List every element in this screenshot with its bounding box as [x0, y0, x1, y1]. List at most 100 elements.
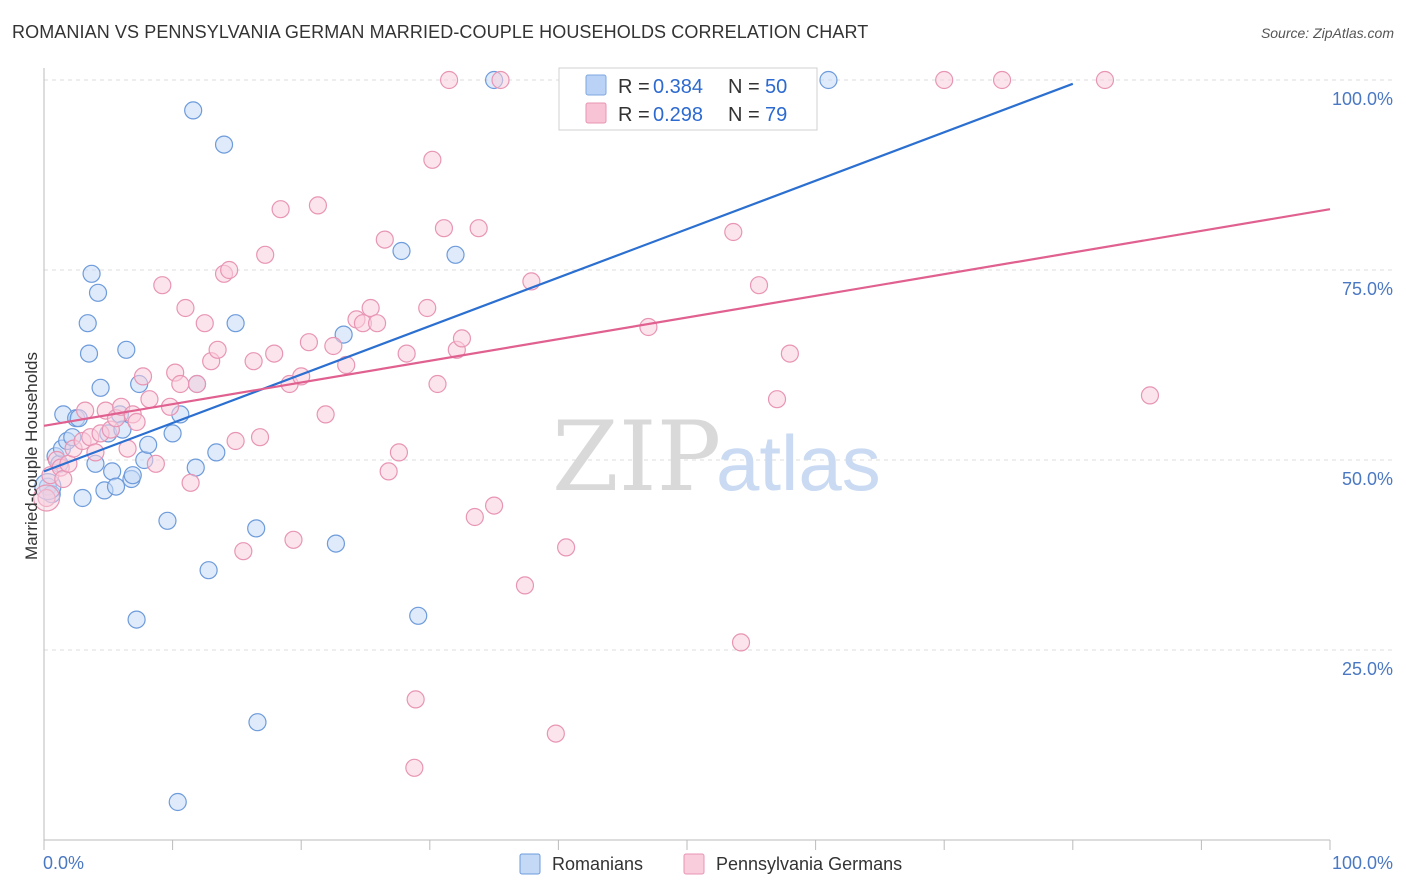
pennsylvania-germans-point-58: [405, 758, 424, 777]
romanians-point-45: [392, 241, 411, 261]
romanians-point-15: [88, 283, 108, 302]
pennsylvania-germans-point-35: [234, 542, 253, 561]
romanians-point-11: [78, 314, 97, 333]
pennsylvania-germans-point-74: [731, 633, 751, 652]
chart-title: ROMANIAN VS PENNSYLVANIA GERMAN MARRIED-…: [12, 22, 869, 42]
bottom-legend-label-romanians: Romanians: [552, 854, 643, 874]
romanians-point-40: [247, 519, 266, 538]
chart-source: Source: ZipAtlas.com: [1260, 25, 1394, 41]
pennsylvania-germans-point-23: [160, 397, 180, 416]
y-tick-label-75: 75.0%: [1342, 279, 1393, 299]
pennsylvania-germans-point-21: [146, 454, 165, 473]
romanians-point-35: [184, 101, 203, 120]
legend-swatch-pennsylvania-germans: [585, 102, 607, 124]
pennsylvania-germans-point-4: [54, 469, 73, 489]
pennsylvania-germans-point-31: [208, 340, 227, 359]
pennsylvania-germans-point-36: [244, 352, 263, 371]
legend-n-value-pennsylvania-germans: 79: [765, 104, 787, 126]
romanians-point-13: [82, 264, 101, 283]
legend-r-value-pennsylvania-germans: 0.298: [653, 104, 703, 126]
pennsylvania-germans-point-28: [187, 374, 207, 394]
trend-lines: [43, 82, 1331, 473]
pennsylvania-germans-point-78: [1140, 386, 1160, 405]
pennsylvania-germans-point-61: [428, 374, 447, 394]
pennsylvania-germans-point-54: [379, 462, 398, 481]
pennsylvania-germans-point-0: [37, 488, 56, 508]
romanians-point-23: [117, 340, 136, 359]
pennsylvania-germans-point-37: [250, 428, 270, 447]
y-tick-labels: 25.0% 50.0% 75.0% 100.0%: [1332, 89, 1393, 679]
pennsylvania-germans-trend-line: [43, 208, 1331, 427]
bottom-legend-label-pennsylvania-germans: Pennsylvania Germans: [716, 854, 902, 874]
pennsylvania-germans-point-67: [485, 496, 504, 515]
pennsylvania-germans-point-80: [491, 70, 510, 90]
pennsylvania-germans-point-52: [367, 314, 387, 333]
pennsylvania-germans-point-70: [546, 724, 565, 743]
pennsylvania-germans-point-57: [406, 690, 425, 709]
pennsylvania-germans-point-76: [767, 390, 787, 409]
pennsylvania-germans-point-79: [439, 70, 459, 90]
pennsylvania-germans-point-40: [271, 200, 290, 219]
romanians-point-33: [186, 458, 205, 477]
romanians-point-20: [106, 477, 126, 496]
pennsylvania-germans-point-26: [176, 298, 195, 318]
legend-r-label-romanians: R =: [618, 76, 650, 98]
pennsylvania-germans-point-65: [465, 507, 484, 527]
pennsylvania-germans-point-34: [226, 431, 245, 451]
pennsylvania-germans-point-29: [195, 314, 214, 333]
y-tick-label-50: 50.0%: [1342, 469, 1393, 489]
bottom-legend-swatch-pennsylvania-germans: [683, 853, 705, 875]
romanians-point-29: [127, 610, 146, 629]
pennsylvania-germans-point-20: [140, 390, 159, 409]
pennsylvania-germans-point-25: [171, 374, 190, 394]
pennsylvania-germans-point-42: [284, 530, 303, 549]
legend-n-label-pennsylvania-germans: N =: [728, 104, 760, 126]
pennsylvania-germans-point-62: [434, 219, 454, 238]
pennsylvania-germans-point-44: [299, 333, 319, 352]
legend-n-label-romanians: N =: [728, 76, 760, 98]
pennsylvania-germans-point-77: [780, 344, 799, 363]
pennsylvania-germans-point-19: [133, 367, 153, 386]
legend-n-value-romanians: 50: [765, 76, 787, 98]
pennsylvania-germans-point-18: [127, 412, 146, 432]
romanians-point-28: [139, 435, 158, 454]
pennsylvania-germans-point-64: [452, 329, 472, 348]
legend-swatch-romanians: [585, 74, 607, 96]
pennsylvania-germans-point-71: [557, 538, 576, 557]
pennsylvania-germans-point-22: [153, 276, 172, 295]
pennsylvania-germans-point-56: [397, 344, 416, 363]
pennsylvania-germans-point-83: [1095, 70, 1115, 90]
romanians-point-49: [819, 70, 838, 90]
romanians-point-47: [446, 245, 465, 264]
grid-lines: [44, 79, 1392, 651]
romanians-point-37: [207, 443, 226, 462]
romanians-point-42: [168, 792, 187, 812]
pennsylvania-germans-point-39: [265, 344, 284, 363]
romanians-point-38: [214, 135, 234, 154]
legend-r-value-romanians: 0.384: [653, 76, 703, 98]
x-tick-label-min: 0.0%: [43, 853, 84, 873]
axes: [43, 68, 1331, 850]
romanians-point-44: [334, 325, 353, 344]
pennsylvania-germans-point-27: [181, 473, 200, 492]
pennsylvania-germans-point-82: [992, 70, 1012, 90]
pennsylvania-germans-point-72: [639, 317, 658, 337]
pennsylvania-germans-point-33: [220, 260, 239, 280]
pennsylvania-germans-point-59: [418, 298, 437, 318]
pennsylvania-germans-point-8: [76, 401, 95, 420]
legend-r-label-pennsylvania-germans: R =: [618, 104, 650, 126]
romanians-point-43: [326, 534, 346, 553]
pennsylvania-germans-point-47: [324, 336, 343, 356]
y-tick-label-25: 25.0%: [1342, 659, 1393, 679]
romanians-point-19: [103, 462, 122, 481]
pennsylvania-germans-point-45: [308, 196, 328, 215]
pennsylvania-germans-point-68: [515, 576, 535, 595]
y-axis-title: Married-couple Households: [22, 352, 41, 560]
pennsylvania-germans-point-73: [724, 222, 743, 242]
romanians-point-31: [163, 424, 182, 443]
romanians-point-39: [226, 314, 245, 333]
romanians-point-41: [248, 713, 267, 732]
bottom-legend: Romanians Pennsylvania Germans: [519, 853, 902, 875]
pennsylvania-germans-point-46: [316, 405, 335, 424]
